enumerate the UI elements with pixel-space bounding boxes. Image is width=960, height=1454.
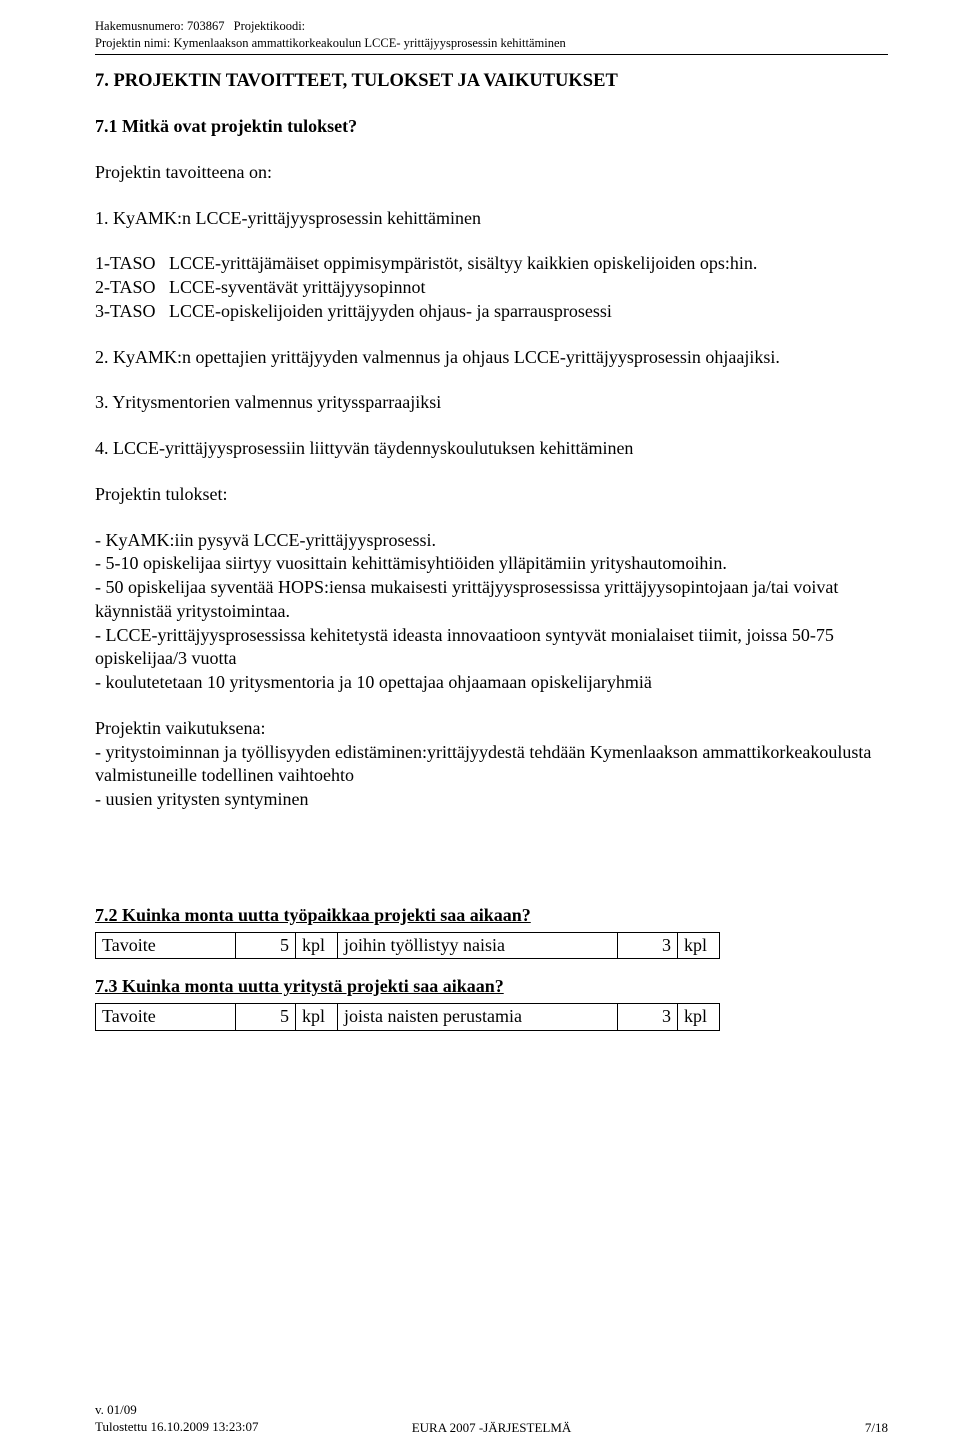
application-number: Hakemusnumero: 703867 [95, 19, 225, 33]
results-list: - KyAMK:iin pysyvä LCCE-yrittäjyysproses… [95, 529, 888, 695]
section-7-title: 7. PROJEKTIN TAVOITTEET, TULOKSET JA VAI… [95, 69, 888, 93]
table-cell: 3 [618, 932, 678, 959]
results-label: Projektin tulokset: [95, 483, 888, 507]
header-divider [95, 54, 888, 55]
impact-item: - uusien yritysten syntyminen [95, 788, 888, 812]
result-item: - 5-10 opiskelijaa siirtyy vuosittain ke… [95, 552, 888, 576]
table-cell: joista naisten perustamia [338, 1004, 618, 1031]
table-cell: kpl [678, 932, 720, 959]
goal-intro: Projektin tavoitteena on: [95, 161, 888, 185]
taso-row: 2-TASO LCCE-syventävät yrittäjyysopinnot [95, 276, 888, 300]
result-item: - 50 opiskelijaa syventää HOPS:iensa muk… [95, 576, 888, 624]
table-cell: 5 [236, 1004, 296, 1031]
project-name: Projektin nimi: Kymenlaakson ammattikork… [95, 35, 888, 52]
taso-row: 3-TASO LCCE-opiskelijoiden yrittäjyyden … [95, 300, 888, 324]
goal-3: 3. Yritysmentorien valmennus yrityssparr… [95, 391, 888, 415]
table-cell: kpl [296, 932, 338, 959]
footer-page: 7/18 [865, 1419, 888, 1436]
section-7-3-title: 7.3 Kuinka monta uutta yritystä projekti… [95, 975, 888, 999]
document-page: Hakemusnumero: 703867 Projektikoodi: Pro… [0, 0, 960, 1454]
table-cell: Tavoite [96, 932, 236, 959]
taso-label: 3-TASO [95, 300, 169, 324]
table-cell: 3 [618, 1004, 678, 1031]
footer-printed: Tulostettu 16.10.2009 13:23:07 [95, 1418, 258, 1436]
taso-list: 1-TASO LCCE-yrittäjämäiset oppimisympäri… [95, 252, 888, 323]
impact-item: - yritystoiminnan ja työllisyyden edistä… [95, 741, 888, 789]
taso-row: 1-TASO LCCE-yrittäjämäiset oppimisympäri… [95, 252, 888, 276]
taso-text: LCCE-yrittäjämäiset oppimisympäristöt, s… [169, 252, 888, 276]
result-item: - LCCE-yrittäjyysprosessissa kehitetystä… [95, 624, 888, 672]
footer-version: v. 01/09 [95, 1401, 258, 1419]
goal-4: 4. LCCE-yrittäjyysprosessiin liittyvän t… [95, 437, 888, 461]
goal-2: 2. KyAMK:n opettajien yrittäjyyden valme… [95, 346, 888, 370]
project-code: Projektikoodi: [234, 19, 306, 33]
page-header: Hakemusnumero: 703867 Projektikoodi: Pro… [95, 18, 888, 52]
table-7-2: Tavoite 5 kpl joihin työllistyy naisia 3… [95, 932, 720, 960]
result-item: - KyAMK:iin pysyvä LCCE-yrittäjyysproses… [95, 529, 888, 553]
section-7-1-title: 7.1 Mitkä ovat projektin tulokset? [95, 115, 888, 139]
page-footer: v. 01/09 Tulostettu 16.10.2009 13:23:07 … [95, 1401, 888, 1436]
taso-label: 1-TASO [95, 252, 169, 276]
table-7-3: Tavoite 5 kpl joista naisten perustamia … [95, 1003, 720, 1031]
section-7-2-title: 7.2 Kuinka monta uutta työpaikkaa projek… [95, 904, 888, 928]
table-cell: joihin työllistyy naisia [338, 932, 618, 959]
impact-label: Projektin vaikutuksena: [95, 717, 888, 741]
footer-left: v. 01/09 Tulostettu 16.10.2009 13:23:07 [95, 1401, 258, 1436]
taso-text: LCCE-opiskelijoiden yrittäjyyden ohjaus-… [169, 300, 888, 324]
table-cell: 5 [236, 932, 296, 959]
result-item: - koulutetetaan 10 yritysmentoria ja 10 … [95, 671, 888, 695]
goal-1: 1. KyAMK:n LCCE-yrittäjyysprosessin kehi… [95, 207, 888, 231]
table-cell: Tavoite [96, 1004, 236, 1031]
taso-text: LCCE-syventävät yrittäjyysopinnot [169, 276, 888, 300]
table-cell: kpl [296, 1004, 338, 1031]
taso-label: 2-TASO [95, 276, 169, 300]
impact-list: - yritystoiminnan ja työllisyyden edistä… [95, 741, 888, 812]
table-cell: kpl [678, 1004, 720, 1031]
